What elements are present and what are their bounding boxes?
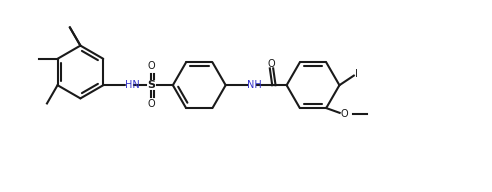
Text: HN: HN: [125, 80, 140, 90]
Text: NH: NH: [247, 80, 262, 90]
Text: O: O: [268, 59, 275, 69]
Text: O: O: [340, 109, 348, 119]
Text: O: O: [148, 61, 155, 71]
Text: I: I: [355, 69, 358, 79]
Text: S: S: [147, 80, 155, 90]
Text: O: O: [148, 99, 155, 109]
